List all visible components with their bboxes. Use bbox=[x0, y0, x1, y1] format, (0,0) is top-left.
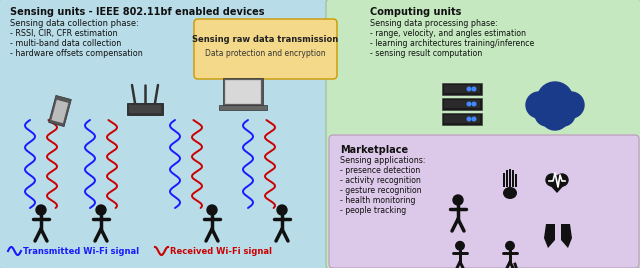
Ellipse shape bbox=[503, 187, 517, 199]
Text: Sensing data processing phase:: Sensing data processing phase: bbox=[370, 19, 498, 28]
Circle shape bbox=[36, 205, 46, 215]
Bar bbox=[444, 115, 480, 123]
Text: - sensing result computation: - sensing result computation bbox=[370, 49, 483, 58]
Circle shape bbox=[467, 117, 471, 121]
Circle shape bbox=[472, 87, 476, 91]
FancyBboxPatch shape bbox=[326, 0, 640, 268]
Circle shape bbox=[537, 82, 573, 118]
Polygon shape bbox=[49, 95, 71, 126]
Polygon shape bbox=[561, 224, 572, 248]
Bar bbox=[444, 85, 480, 93]
Circle shape bbox=[526, 92, 552, 118]
Text: - RSSI, CIR, CFR estimation: - RSSI, CIR, CFR estimation bbox=[10, 29, 118, 38]
Circle shape bbox=[467, 87, 471, 91]
Circle shape bbox=[558, 92, 584, 118]
Text: - activity recognition: - activity recognition bbox=[340, 176, 421, 185]
Text: - range, velocity, and angles estimation: - range, velocity, and angles estimation bbox=[370, 29, 526, 38]
Polygon shape bbox=[198, 23, 330, 73]
FancyBboxPatch shape bbox=[0, 0, 338, 133]
Circle shape bbox=[456, 241, 464, 250]
Polygon shape bbox=[51, 100, 68, 123]
Circle shape bbox=[535, 102, 559, 126]
Text: Sensing data collection phase:: Sensing data collection phase: bbox=[10, 19, 139, 28]
Bar bbox=[506, 170, 508, 187]
Text: - health monitoring: - health monitoring bbox=[340, 196, 415, 205]
Text: Received Wi-Fi signal: Received Wi-Fi signal bbox=[170, 247, 272, 255]
Text: - presence detection: - presence detection bbox=[340, 166, 420, 175]
Bar bbox=[129, 105, 161, 113]
Circle shape bbox=[506, 241, 515, 250]
Text: Computing units: Computing units bbox=[370, 7, 461, 17]
Circle shape bbox=[472, 117, 476, 121]
Bar bbox=[3, 130, 335, 265]
FancyBboxPatch shape bbox=[0, 0, 339, 268]
Circle shape bbox=[96, 205, 106, 215]
Text: Data protection and encryption: Data protection and encryption bbox=[205, 50, 325, 58]
Circle shape bbox=[453, 195, 463, 205]
Bar bbox=[442, 113, 482, 125]
Text: Sensing raw data transmission: Sensing raw data transmission bbox=[192, 35, 338, 44]
Bar bbox=[219, 105, 267, 110]
Text: Sensing applications:: Sensing applications: bbox=[340, 156, 426, 165]
Bar bbox=[509, 169, 511, 187]
Bar bbox=[442, 83, 482, 95]
Polygon shape bbox=[544, 224, 555, 248]
FancyBboxPatch shape bbox=[329, 135, 639, 268]
Circle shape bbox=[546, 174, 558, 186]
Circle shape bbox=[207, 205, 217, 215]
Circle shape bbox=[551, 102, 575, 126]
Text: - learning architectures training/inference: - learning architectures training/infere… bbox=[370, 39, 534, 48]
Circle shape bbox=[556, 174, 568, 186]
Bar bbox=[223, 78, 263, 106]
Polygon shape bbox=[546, 181, 568, 193]
Text: - multi-band data collection: - multi-band data collection bbox=[10, 39, 121, 48]
FancyBboxPatch shape bbox=[194, 19, 337, 79]
Bar bbox=[515, 174, 517, 187]
Text: Marketplace: Marketplace bbox=[340, 145, 408, 155]
Bar bbox=[444, 100, 480, 108]
Circle shape bbox=[541, 102, 569, 130]
Circle shape bbox=[467, 102, 471, 106]
Bar bbox=[442, 98, 482, 110]
Text: Sensing units - IEEE 802.11bf enabled devices: Sensing units - IEEE 802.11bf enabled de… bbox=[10, 7, 264, 17]
Text: - hardware offsets compensation: - hardware offsets compensation bbox=[10, 49, 143, 58]
Text: - gesture recognition: - gesture recognition bbox=[340, 186, 422, 195]
Circle shape bbox=[277, 205, 287, 215]
Circle shape bbox=[472, 102, 476, 106]
Bar bbox=[225, 80, 261, 104]
Bar bbox=[503, 173, 505, 187]
Bar bbox=[512, 170, 514, 187]
Text: - people tracking: - people tracking bbox=[340, 206, 406, 215]
Text: Transmitted Wi-Fi signal: Transmitted Wi-Fi signal bbox=[23, 247, 139, 255]
Bar bbox=[127, 103, 163, 115]
